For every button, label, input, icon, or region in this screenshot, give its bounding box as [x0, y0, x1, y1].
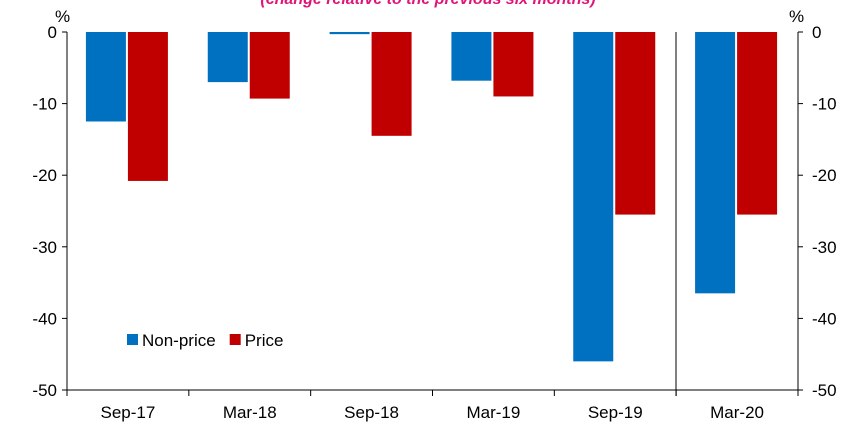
bar	[573, 32, 614, 362]
y-tick-label: -30	[32, 238, 57, 257]
bar	[371, 32, 412, 136]
legend-swatch	[229, 334, 241, 345]
bar	[329, 32, 370, 35]
y-tick-label: -50	[32, 381, 57, 400]
bar	[451, 32, 492, 81]
bar	[85, 32, 126, 122]
chart-subtitle: (change relative to the previous six mon…	[260, 0, 595, 8]
y-tick-label-right: 0	[812, 23, 821, 42]
x-tick-label: Mar-20	[710, 403, 764, 422]
y-tick-label-right: -40	[812, 309, 837, 328]
bar	[249, 32, 290, 99]
y-tick-label: -10	[32, 95, 57, 114]
y-tick-label-right: -20	[812, 166, 837, 185]
y-tick-label-right: -10	[812, 95, 837, 114]
legend-swatch	[127, 334, 138, 345]
bar	[207, 32, 248, 83]
y-unit-left: %	[55, 7, 70, 26]
bar	[493, 32, 534, 97]
bar	[737, 32, 778, 215]
bar	[615, 32, 656, 215]
x-tick-label: Sep-17	[101, 403, 156, 422]
x-tick-label: Mar-18	[223, 403, 277, 422]
legend-label: Price	[245, 331, 284, 350]
y-tick-label: 0	[48, 23, 57, 42]
y-tick-label: -40	[32, 309, 57, 328]
x-tick-label: Sep-18	[344, 403, 399, 422]
y-unit-right: %	[789, 7, 804, 26]
bar	[695, 32, 736, 294]
legend-label: Non-price	[142, 331, 216, 350]
y-tick-label-right: -50	[812, 381, 837, 400]
bar	[127, 32, 168, 181]
y-tick-label: -20	[32, 166, 57, 185]
y-tick-label-right: -30	[812, 238, 837, 257]
x-tick-label: Sep-19	[588, 403, 643, 422]
x-tick-label: Mar-19	[466, 403, 520, 422]
